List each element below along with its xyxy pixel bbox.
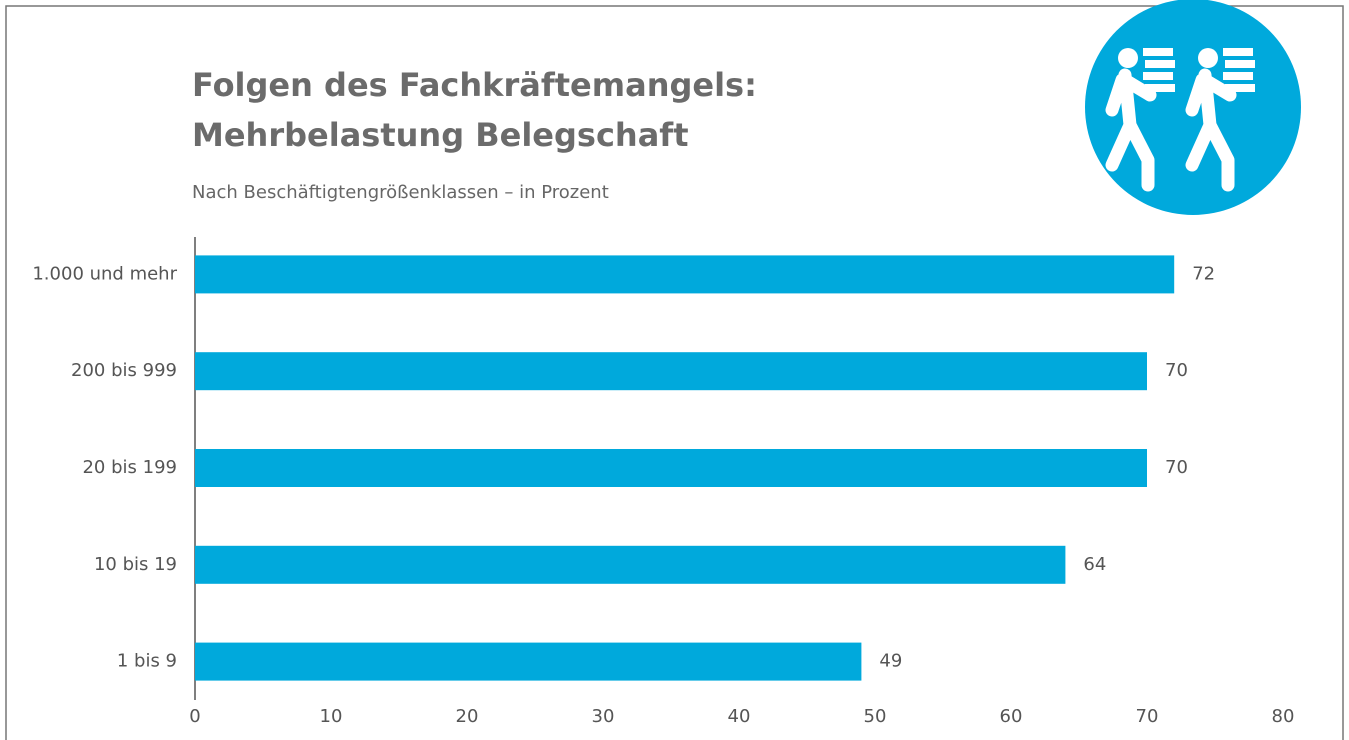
bar bbox=[195, 449, 1147, 487]
chart-subtitle: Nach Beschäftigtengrößenklassen – in Pro… bbox=[192, 182, 609, 203]
y-tick-label: 10 bis 19 bbox=[94, 554, 177, 575]
x-tick-label: 70 bbox=[1136, 706, 1159, 727]
icon bbox=[1085, 0, 1301, 215]
bar bbox=[195, 352, 1147, 391]
y-tick-label: 20 bis 199 bbox=[82, 457, 177, 478]
value-label: 72 bbox=[1192, 263, 1215, 284]
y-tick-label: 1 bis 9 bbox=[117, 651, 177, 672]
x-tick-label: 0 bbox=[189, 706, 200, 727]
x-tick-label: 10 bbox=[320, 706, 343, 727]
x-tick-label: 50 bbox=[864, 706, 887, 727]
frame bbox=[5, 5, 1344, 740]
value-label: 70 bbox=[1165, 457, 1188, 478]
bar bbox=[195, 545, 1066, 584]
value-label: 70 bbox=[1165, 360, 1188, 381]
chart-title-line: Mehrbelastung Belegschaft bbox=[192, 116, 689, 154]
y-tick-label: 200 bis 999 bbox=[71, 360, 177, 381]
value-label: 64 bbox=[1083, 554, 1106, 575]
x-tick-label: 60 bbox=[1000, 706, 1023, 727]
chart-title-line: Folgen des Fachkräftemangels: bbox=[192, 66, 757, 104]
value-label: 49 bbox=[879, 651, 902, 672]
x-tick-label: 20 bbox=[456, 706, 479, 727]
x-tick-label: 40 bbox=[728, 706, 751, 727]
bar bbox=[195, 642, 862, 681]
x-tick-label: 30 bbox=[592, 706, 615, 727]
bar bbox=[195, 255, 1175, 294]
y-tick-label: 1.000 und mehr bbox=[32, 263, 177, 284]
x-tick-label: 80 bbox=[1272, 706, 1295, 727]
